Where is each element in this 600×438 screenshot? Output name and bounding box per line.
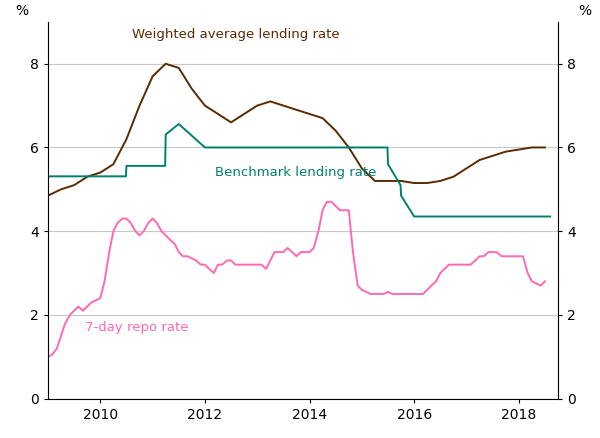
Text: Benchmark lending rate: Benchmark lending rate — [215, 166, 377, 179]
Text: Weighted average lending rate: Weighted average lending rate — [131, 28, 340, 41]
Text: %: % — [578, 4, 592, 18]
Text: %: % — [15, 4, 28, 18]
Text: 7-day repo rate: 7-day repo rate — [85, 321, 188, 334]
